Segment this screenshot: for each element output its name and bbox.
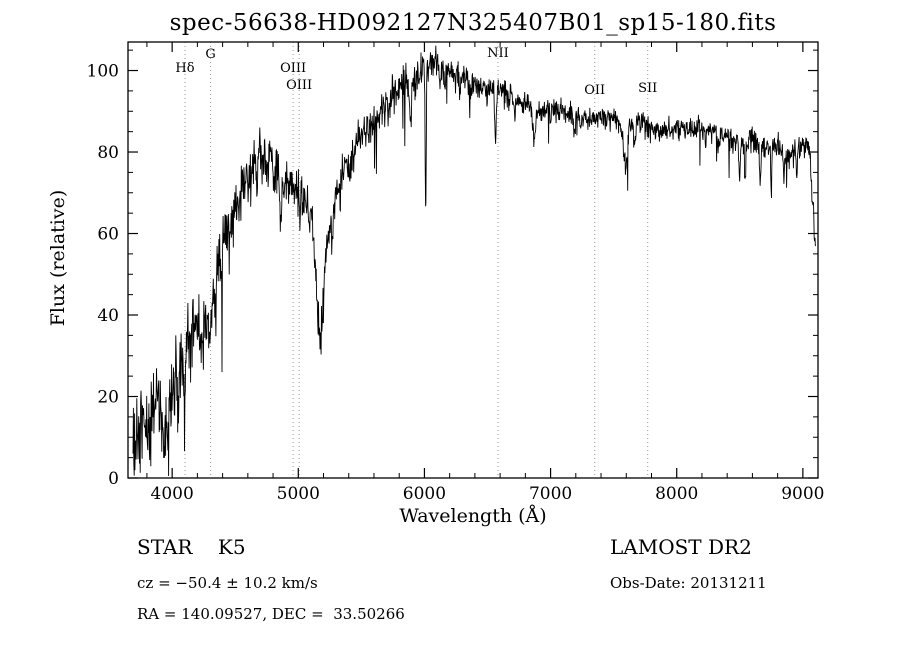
svg-text:6000: 6000: [403, 484, 446, 504]
coordinates-label: RA = 140.09527, DEC = 33.50266: [137, 605, 405, 623]
svg-text:0: 0: [108, 469, 119, 489]
svg-text:7000: 7000: [529, 484, 572, 504]
svg-text:G: G: [205, 47, 215, 62]
x-axis-label: Wavelength (Å): [399, 505, 547, 527]
svg-text:9000: 9000: [781, 484, 824, 504]
svg-text:100: 100: [87, 62, 119, 82]
svg-text:80: 80: [97, 143, 119, 163]
svg-text:5000: 5000: [277, 484, 320, 504]
object-type-label: STAR K5: [137, 535, 246, 559]
svg-text:Hδ: Hδ: [175, 61, 194, 76]
svg-text:60: 60: [97, 225, 119, 245]
svg-text:NII: NII: [487, 46, 509, 61]
page-title: spec-56638-HD092127N325407B01_sp15-180.f…: [169, 10, 777, 36]
svg-text:OIII: OIII: [286, 78, 312, 93]
svg-text:SII: SII: [638, 81, 657, 96]
svg-text:8000: 8000: [655, 484, 698, 504]
survey-label: LAMOST DR2: [610, 535, 752, 559]
obs-date-label: Obs-Date: 20131211: [610, 574, 767, 592]
svg-text:OII: OII: [584, 83, 605, 98]
svg-text:4000: 4000: [151, 484, 194, 504]
svg-text:20: 20: [97, 388, 119, 408]
redshift-velocity-label: cz = −50.4 ± 10.2 km/s: [137, 574, 318, 592]
svg-text:OIII: OIII: [280, 61, 306, 76]
svg-text:40: 40: [97, 306, 119, 326]
